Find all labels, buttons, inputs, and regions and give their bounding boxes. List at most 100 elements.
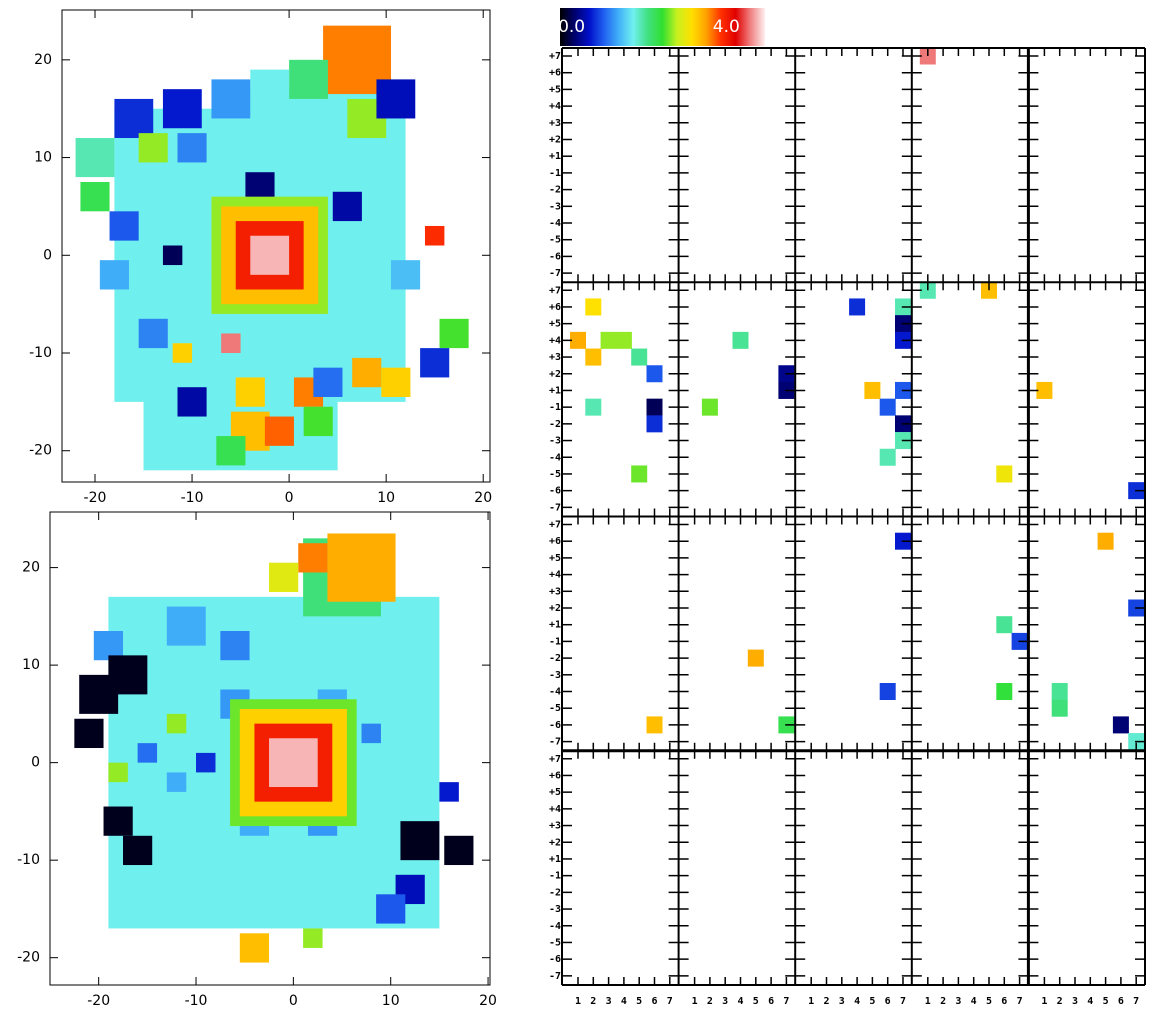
y-tick-label: 0 (43, 247, 52, 263)
panel-cell (600, 331, 617, 349)
cell (172, 343, 193, 363)
cell (269, 738, 318, 788)
panel-cell (879, 448, 896, 466)
x-tick-label: 3 (839, 996, 845, 1007)
y-tick-label: +4 (549, 335, 561, 346)
cell (361, 723, 381, 744)
y-tick-label: -5 (549, 235, 561, 246)
panel-cell (849, 298, 866, 316)
y-tick-label: -1 (549, 871, 561, 882)
panel-cell (585, 298, 602, 316)
cell (162, 245, 183, 266)
y-tick-label: 10 (22, 657, 40, 673)
y-tick-label: -3 (549, 201, 561, 212)
cell (424, 225, 445, 246)
x-tick-label: 5 (869, 996, 875, 1007)
y-tick-label: +5 (549, 84, 561, 95)
y-tick-label: +7 (549, 520, 561, 531)
y-tick-label: -2 (549, 653, 561, 664)
x-tick-label: 6 (1001, 996, 1007, 1007)
y-tick-label: -4 (549, 921, 561, 932)
x-tick-label: 2 (590, 996, 596, 1007)
axes-frame (49, 511, 491, 986)
y-tick-label: -3 (549, 904, 561, 915)
x-tick-label: 4 (971, 996, 977, 1007)
x-tick-label: 20 (474, 490, 492, 506)
x-tick-label: 3 (955, 996, 961, 1007)
y-tick-label: 10 (34, 150, 52, 166)
cell (264, 416, 294, 446)
x-tick-label: 1 (1041, 996, 1047, 1007)
cell (239, 933, 270, 963)
panel-cell (1097, 532, 1114, 550)
panel-cell (646, 415, 663, 433)
x-tick-label: -20 (87, 993, 110, 1009)
y-tick-label: +5 (549, 553, 561, 564)
y-tick-label: -10 (17, 852, 40, 868)
cell (303, 406, 333, 437)
y-tick-label: -1 (549, 168, 561, 179)
cell (391, 260, 421, 290)
y-tick-label: 20 (34, 52, 52, 68)
y-tick-label: -4 (549, 218, 561, 229)
cell (196, 752, 216, 773)
x-tick-label: -10 (185, 993, 208, 1009)
panel-cell (646, 365, 663, 383)
y-tick-label: 20 (22, 560, 40, 576)
y-tick-label: +4 (549, 804, 561, 815)
cell (400, 821, 440, 861)
x-tick-label: 1 (808, 996, 814, 1007)
y-tick-label: -20 (17, 950, 40, 966)
cell (439, 318, 469, 349)
y-tick-label: 0 (31, 755, 40, 771)
panel-cell (864, 381, 881, 399)
x-tick-label: 1 (692, 996, 698, 1007)
x-tick-label: 2 (707, 996, 713, 1007)
cell (138, 133, 168, 163)
x-tick-label: 5 (986, 996, 992, 1007)
x-tick-label: 2 (1057, 996, 1063, 1007)
y-tick-label: +1 (549, 151, 561, 162)
cell (137, 743, 158, 763)
x-tick-label: 1 (925, 996, 931, 1007)
axes-frame (61, 9, 491, 483)
y-tick-label: +4 (549, 101, 561, 112)
panel-cell (615, 331, 632, 349)
cell (235, 377, 265, 407)
x-tick-label: 3 (1072, 996, 1078, 1007)
cell (74, 718, 104, 749)
panel-cell (585, 398, 602, 416)
x-tick-label: 0 (285, 490, 294, 506)
cell (123, 835, 153, 866)
cell (352, 357, 382, 388)
cell (75, 138, 115, 178)
x-tick-label: 6 (651, 996, 657, 1007)
x-tick-label: 4 (737, 996, 743, 1007)
cell (108, 655, 148, 695)
y-tick-label: -2 (549, 887, 561, 898)
x-tick-label: 10 (377, 490, 395, 506)
colorbar (560, 8, 765, 46)
y-tick-label: +4 (549, 570, 561, 581)
panel-cell (1112, 716, 1129, 734)
x-tick-label: 5 (1103, 996, 1109, 1007)
y-tick-label: +5 (549, 787, 561, 798)
heatmap-cells (75, 25, 469, 471)
cell (420, 348, 450, 378)
x-tick-label: 2 (940, 996, 946, 1007)
y-tick-label: +1 (549, 385, 561, 396)
cell (381, 367, 411, 397)
y-tick-label: -6 (549, 720, 561, 731)
y-tick-label: -1 (549, 636, 561, 647)
panel-cell (646, 398, 663, 416)
y-tick-label: +3 (549, 118, 561, 129)
x-tick-label: 7 (1133, 996, 1139, 1007)
x-tick-label: 7 (1017, 996, 1023, 1007)
y-tick-label: -7 (549, 268, 561, 279)
cell (177, 387, 207, 417)
cell (269, 562, 299, 592)
y-tick-label: +3 (549, 586, 561, 597)
colorbar-label: 4.0 (713, 17, 740, 37)
y-tick-label: +2 (549, 603, 561, 614)
cell (162, 89, 202, 129)
